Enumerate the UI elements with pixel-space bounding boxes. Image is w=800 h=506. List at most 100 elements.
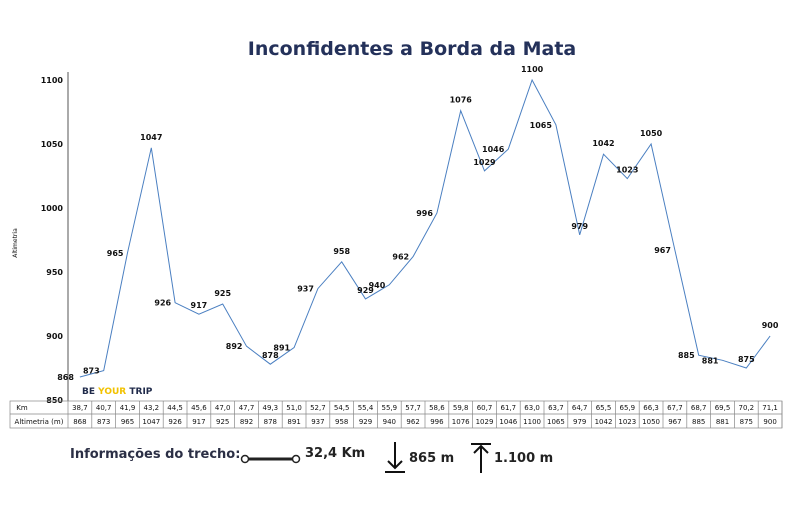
table-cell-km: 52,7 bbox=[310, 404, 326, 412]
table-cell-km: 68,7 bbox=[691, 404, 707, 412]
table-cell-altitude: 958 bbox=[335, 418, 348, 426]
table-cell-km: 58,6 bbox=[429, 404, 445, 412]
data-label: 1023 bbox=[616, 166, 638, 175]
table-cell-km: 63,0 bbox=[524, 404, 540, 412]
data-label: 891 bbox=[273, 344, 290, 353]
y-axis-ticks: 850 900 950 1000 1050 1100 bbox=[41, 76, 64, 405]
table-cell-km: 44,5 bbox=[167, 404, 183, 412]
data-label: 1046 bbox=[482, 145, 505, 154]
data-label: 1047 bbox=[140, 133, 162, 142]
data-label: 885 bbox=[678, 351, 695, 360]
y-tick-label: 1050 bbox=[41, 140, 64, 149]
data-label: 1042 bbox=[592, 139, 614, 148]
elevation-line bbox=[79, 78, 771, 378]
ascent-value: 1.100 m bbox=[494, 451, 554, 466]
table-cell-km: 71,1 bbox=[762, 404, 778, 412]
arrow-up-icon bbox=[471, 443, 491, 473]
table-cell-altitude: 937 bbox=[311, 418, 324, 426]
table-cell-altitude: 967 bbox=[668, 418, 681, 426]
table-cell-altitude: 1065 bbox=[547, 418, 565, 426]
table-cell-altitude: 878 bbox=[264, 418, 277, 426]
y-tick-label: 1000 bbox=[41, 204, 64, 213]
table-cell-altitude: 1100 bbox=[523, 418, 541, 426]
table-cell-km: 61,7 bbox=[501, 404, 517, 412]
table-cell-altitude: 900 bbox=[763, 418, 776, 426]
table-cell-km: 51,0 bbox=[286, 404, 302, 412]
table-cell-altitude: 885 bbox=[692, 418, 705, 426]
table-cell-km: 55,9 bbox=[382, 404, 398, 412]
data-label: 873 bbox=[83, 367, 100, 376]
route-info-label: Informações do trecho: bbox=[70, 447, 241, 462]
data-label: 1029 bbox=[473, 158, 496, 167]
y-tick-label: 900 bbox=[46, 332, 63, 341]
table-cell-altitude: 996 bbox=[430, 418, 444, 426]
brand-logo: BE YOUR TRIP bbox=[82, 387, 153, 397]
table-cell-altitude: 1046 bbox=[499, 418, 517, 426]
table-cell-km: 59,8 bbox=[453, 404, 469, 412]
table-cell-km: 63,7 bbox=[548, 404, 564, 412]
table-cell-km: 54,5 bbox=[334, 404, 350, 412]
table-cell-altitude: 962 bbox=[406, 418, 419, 426]
table-cell-km: 41,9 bbox=[120, 404, 136, 412]
table-cell-altitude: 1076 bbox=[452, 418, 470, 426]
data-label: 1065 bbox=[530, 121, 553, 130]
table-cell-km: 70,2 bbox=[739, 404, 755, 412]
descent-value: 865 m bbox=[409, 451, 455, 466]
data-label: 892 bbox=[226, 342, 243, 351]
table-cell-altitude: 926 bbox=[168, 418, 182, 426]
data-label: 962 bbox=[392, 253, 409, 262]
data-label: 958 bbox=[333, 247, 350, 256]
data-label: 1100 bbox=[521, 65, 544, 74]
table-cell-km: 45,6 bbox=[191, 404, 207, 412]
data-label: 900 bbox=[762, 321, 779, 330]
y-tick-label: 950 bbox=[46, 268, 63, 277]
table-cell-altitude: 925 bbox=[216, 418, 229, 426]
y-tick-label: 1100 bbox=[41, 76, 64, 85]
table-row-label: Altimetria (m) bbox=[15, 418, 64, 426]
table-cell-km: 69,5 bbox=[715, 404, 731, 412]
data-label: 878 bbox=[262, 351, 279, 360]
data-label: 925 bbox=[214, 289, 231, 298]
table-cell-altitude: 868 bbox=[73, 418, 86, 426]
data-label: 940 bbox=[369, 281, 386, 290]
table-cell-km: 49,3 bbox=[263, 404, 279, 412]
table-cell-altitude: 891 bbox=[287, 418, 300, 426]
data-label: 881 bbox=[702, 356, 719, 365]
arrow-down-icon bbox=[385, 442, 405, 473]
table-cell-km: 64,7 bbox=[572, 404, 588, 412]
table-cell-altitude: 881 bbox=[716, 418, 729, 426]
data-label: 875 bbox=[738, 355, 755, 364]
table-cell-altitude: 875 bbox=[740, 418, 753, 426]
table-cell-altitude: 940 bbox=[383, 418, 396, 426]
table-cell-km: 47,7 bbox=[239, 404, 255, 412]
table-cell-km: 38,7 bbox=[72, 404, 88, 412]
table-cell-altitude: 873 bbox=[97, 418, 110, 426]
data-table: Km Altimetria (m) 38,7 868 40,7 873 41,9 965 43,… bbox=[9, 400, 783, 429]
table-cell-altitude: 1050 bbox=[642, 418, 660, 426]
data-label: 979 bbox=[571, 222, 588, 231]
data-label: 868 bbox=[57, 373, 74, 382]
table-cell-km: 66,3 bbox=[643, 404, 659, 412]
table-cell-km: 40,7 bbox=[96, 404, 112, 412]
data-label: 1050 bbox=[640, 129, 663, 138]
distance-value: 32,4 Km bbox=[305, 446, 366, 461]
table-cell-altitude: 965 bbox=[121, 418, 134, 426]
table-cell-km: 60,7 bbox=[477, 404, 493, 412]
table-cell-km: 65,9 bbox=[620, 404, 636, 412]
data-label: 929 bbox=[357, 286, 374, 295]
table-cell-km: 47,0 bbox=[215, 404, 231, 412]
table-cell-altitude: 1047 bbox=[142, 418, 160, 426]
y-tick-label: 850 bbox=[46, 396, 63, 405]
y-axis-label: Altimetria bbox=[12, 228, 19, 258]
table-cell-km: 65,5 bbox=[596, 404, 612, 412]
data-label: 926 bbox=[154, 299, 171, 308]
table-cell-altitude: 1042 bbox=[595, 418, 613, 426]
data-label: 917 bbox=[191, 301, 208, 310]
table-cell-altitude: 929 bbox=[359, 418, 372, 426]
data-label: 1076 bbox=[450, 96, 473, 105]
table-cell-altitude: 892 bbox=[240, 418, 253, 426]
data-label: 965 bbox=[107, 249, 124, 258]
data-label: 967 bbox=[654, 246, 671, 255]
